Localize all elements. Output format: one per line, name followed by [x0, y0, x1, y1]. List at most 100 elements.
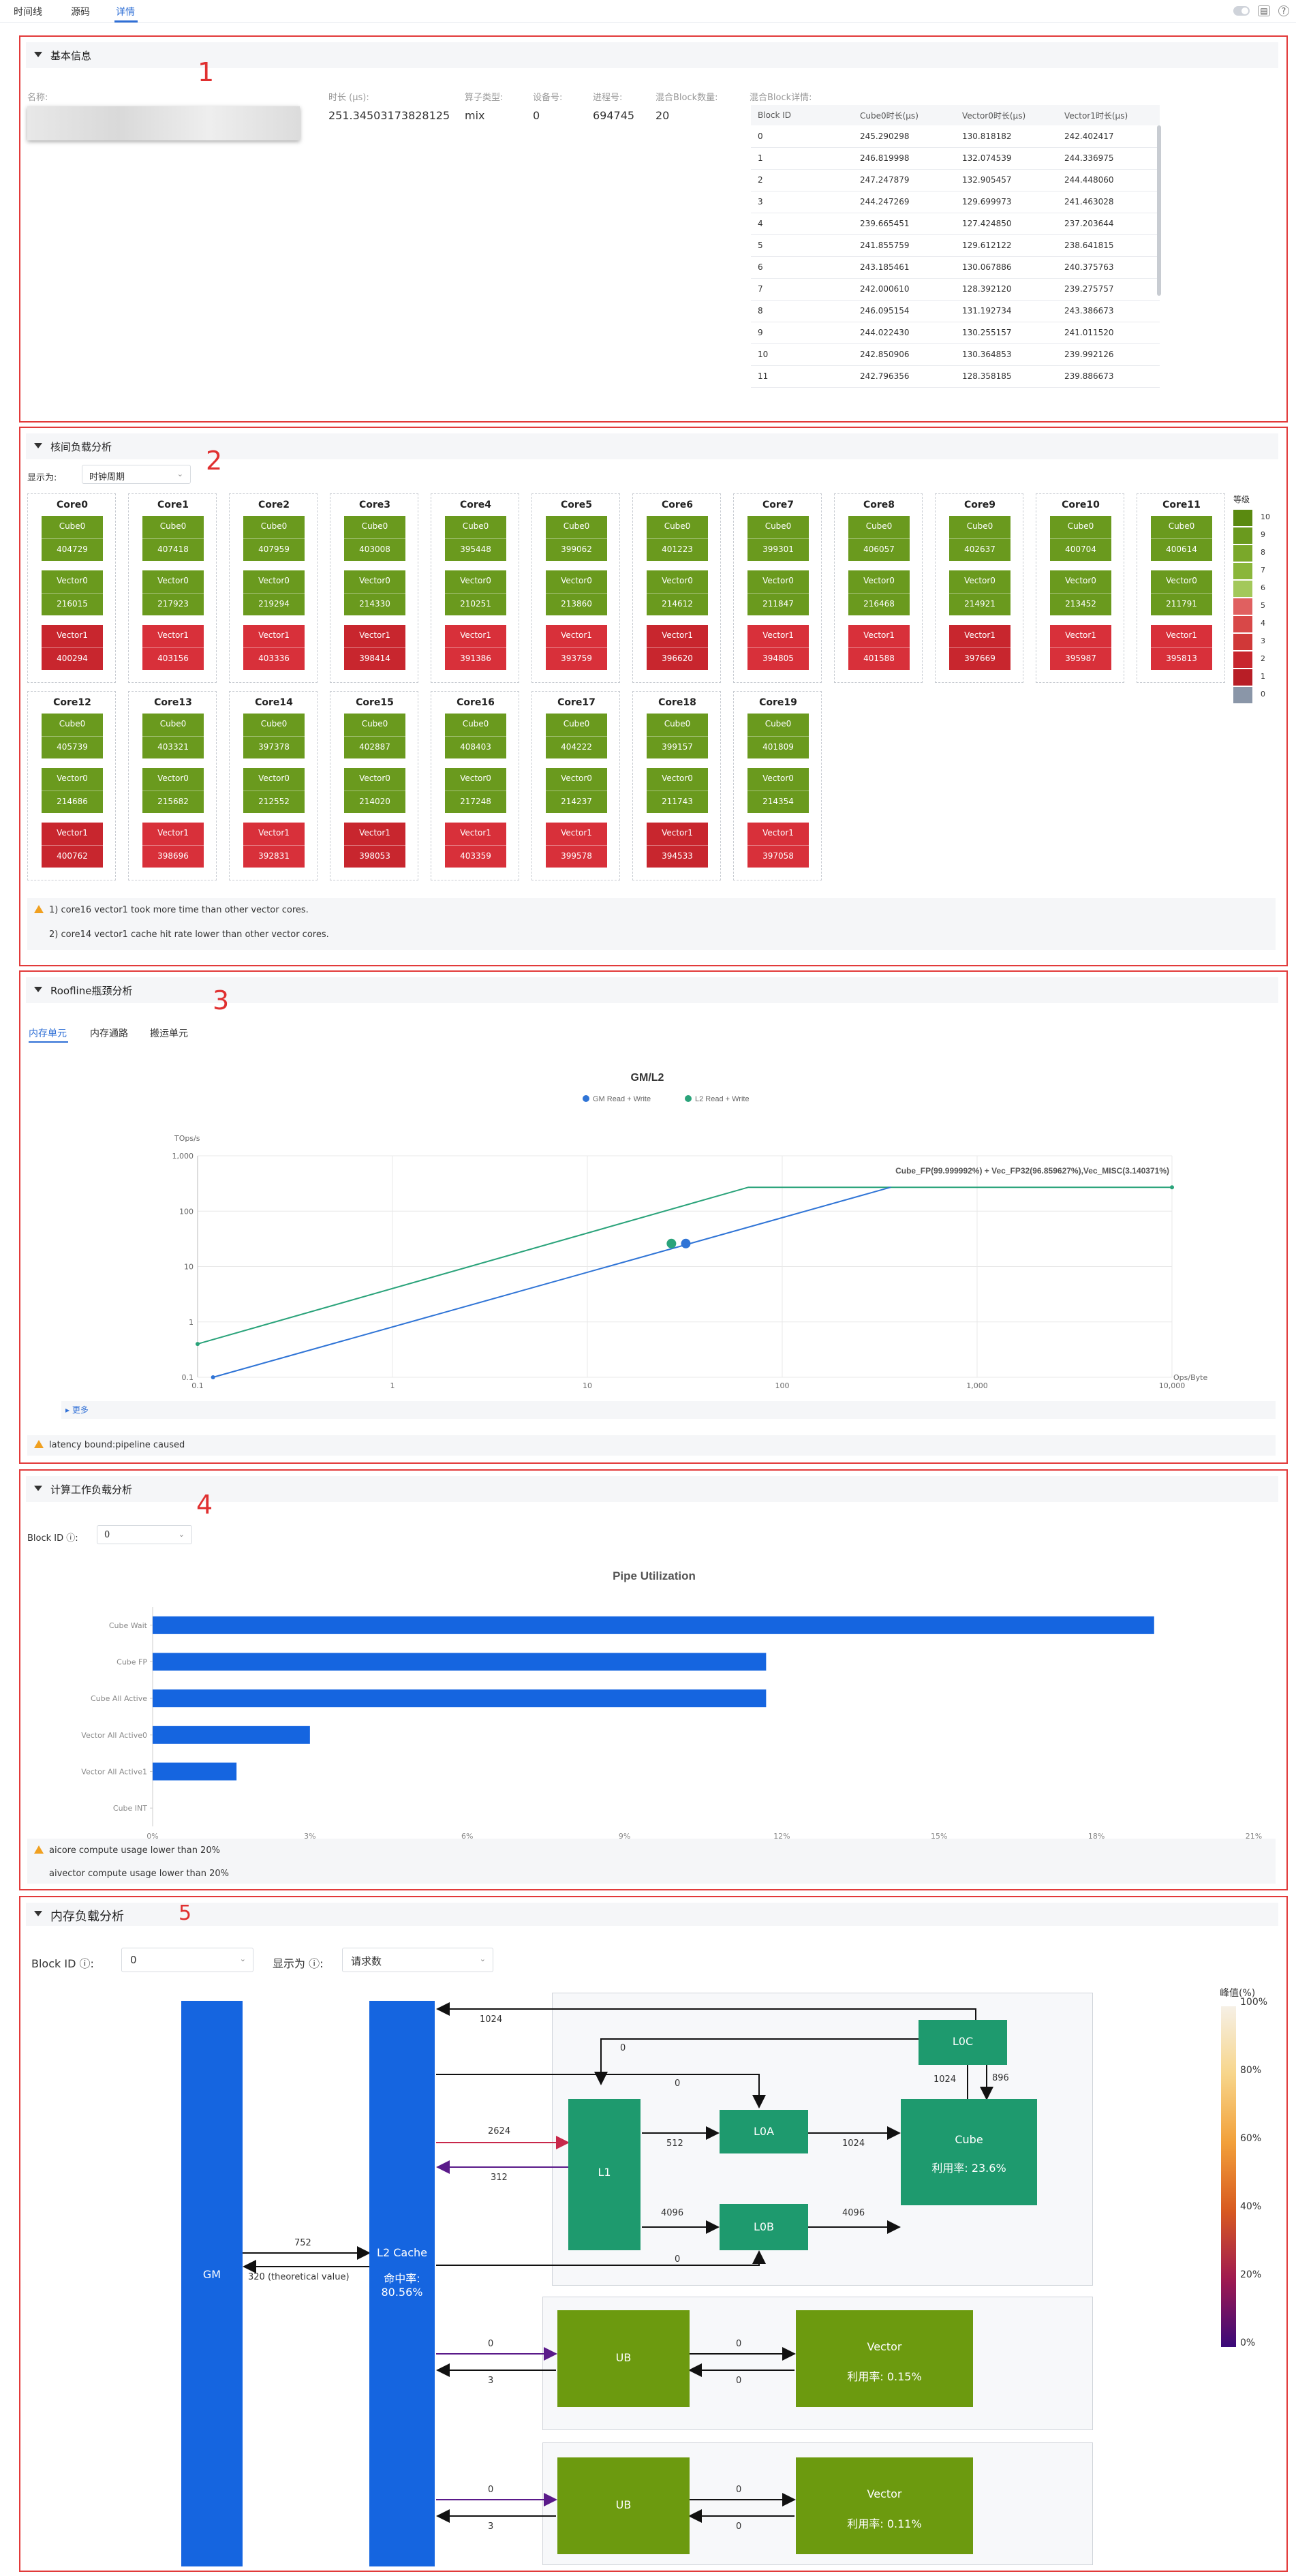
vector0-cell[interactable]: Vector0 212552 — [243, 768, 305, 813]
vector1-cell[interactable]: Vector1 397058 — [747, 823, 809, 868]
vector1-cell[interactable]: Vector1 395987 — [1050, 625, 1111, 670]
table-row[interactable]: 2 247.247879 132.905457 244.448060 — [751, 169, 1160, 191]
cube-cell[interactable]: Cube0 402887 — [344, 714, 405, 758]
table-row[interactable]: 6 243.185461 130.067886 240.375763 — [751, 256, 1160, 279]
vector0-cell[interactable]: Vector0 217248 — [445, 768, 506, 813]
display-as-select[interactable]: 请求数 ⌄ — [342, 1948, 493, 1972]
vector0-cell[interactable]: Vector0 214237 — [546, 768, 607, 813]
ub-node-1[interactable]: UB — [557, 2310, 690, 2407]
vector1-cell[interactable]: Vector1 398053 — [344, 823, 405, 868]
block-id-select[interactable]: 0 ⌄ — [121, 1948, 253, 1972]
cube-cell[interactable]: Cube0 401223 — [647, 516, 708, 561]
vector1-cell[interactable]: Vector1 395813 — [1151, 625, 1212, 670]
table-row[interactable]: 10 242.850906 130.364853 239.992126 — [751, 343, 1160, 366]
section-header[interactable]: 内存负载分析 — [26, 1903, 1278, 1926]
cube-cell[interactable]: Cube0 399157 — [647, 714, 708, 758]
vector1-cell[interactable]: Vector1 399578 — [546, 823, 607, 868]
cube-cell[interactable]: Cube0 405739 — [42, 714, 103, 758]
block-id-select[interactable]: 0 ⌄ — [97, 1525, 192, 1544]
more-link[interactable]: ▸ 更多 — [65, 1405, 89, 1415]
vector1-cell[interactable]: Vector1 394805 — [747, 625, 809, 670]
vector0-cell[interactable]: Vector0 215682 — [142, 768, 204, 813]
cube-cell[interactable]: Cube0 399301 — [747, 516, 809, 561]
tab-source[interactable]: 源码 — [71, 7, 90, 18]
table-scrollbar[interactable] — [1157, 125, 1161, 296]
table-row[interactable]: 0 245.290298 130.818182 242.402417 — [751, 125, 1160, 148]
table-row[interactable]: 5 241.855759 129.612122 238.641815 — [751, 234, 1160, 257]
cube-cell[interactable]: Cube0 404222 — [546, 714, 607, 758]
help-icon[interactable]: ? — [1278, 5, 1289, 16]
vector0-cell[interactable]: Vector0 216468 — [848, 570, 910, 615]
l2-cache-node[interactable]: L2 Cache 命中率: 80.56% — [369, 2001, 435, 2566]
section-header[interactable]: 基本信息 — [26, 42, 1278, 68]
column-header[interactable]: Cube0时长(μs) — [853, 105, 955, 125]
table-row[interactable]: 11 242.796356 128.358185 239.886673 — [751, 365, 1160, 388]
vector0-cell[interactable]: Vector0 210251 — [445, 570, 506, 615]
l0b-node[interactable]: L0B — [720, 2204, 808, 2250]
table-row[interactable]: 4 239.665451 127.424850 237.203644 — [751, 213, 1160, 235]
vector1-cell[interactable]: Vector1 400762 — [42, 823, 103, 868]
theme-toggle[interactable] — [1233, 6, 1250, 16]
subtab-memory-unit[interactable]: 内存单元 — [29, 1028, 67, 1039]
vector1-cell[interactable]: Vector1 398414 — [344, 625, 405, 670]
column-header[interactable]: Block ID — [751, 105, 853, 125]
cube-cell[interactable]: Cube0 407418 — [142, 516, 204, 561]
table-row[interactable]: 9 244.022430 130.255157 241.011520 — [751, 322, 1160, 344]
cube-node[interactable]: Cube 利用率: 23.6% — [901, 2099, 1037, 2205]
table-row[interactable]: 3 244.247269 129.699973 241.463028 — [751, 191, 1160, 213]
vector1-cell[interactable]: Vector1 392831 — [243, 823, 305, 868]
vector1-cell[interactable]: Vector1 397669 — [949, 625, 1010, 670]
vector0-cell[interactable]: Vector0 214921 — [949, 570, 1010, 615]
cube-cell[interactable]: Cube0 397378 — [243, 714, 305, 758]
section-header[interactable]: Roofline瓶颈分析 — [26, 977, 1278, 1003]
vector0-cell[interactable]: Vector0 213452 — [1050, 570, 1111, 615]
vector0-cell[interactable]: Vector0 214330 — [344, 570, 405, 615]
vector0-cell[interactable]: Vector0 219294 — [243, 570, 305, 615]
l1-node[interactable]: L1 — [568, 2099, 641, 2250]
cube-cell[interactable]: Cube0 403008 — [344, 516, 405, 561]
more-bar[interactable]: ▸ 更多 — [61, 1401, 1276, 1419]
vector0-cell[interactable]: Vector0 211791 — [1151, 570, 1212, 615]
vector0-cell[interactable]: Vector0 211847 — [747, 570, 809, 615]
vector1-cell[interactable]: Vector1 396620 — [647, 625, 708, 670]
vector1-cell[interactable]: Vector1 393759 — [546, 625, 607, 670]
cube-cell[interactable]: Cube0 395448 — [445, 516, 506, 561]
table-row[interactable]: 1 246.819998 132.074539 244.336975 — [751, 147, 1160, 170]
cube-cell[interactable]: Cube0 404729 — [42, 516, 103, 561]
vector1-cell[interactable]: Vector1 403336 — [243, 625, 305, 670]
panel-icon[interactable]: ▤ — [1258, 5, 1270, 16]
tab-details[interactable]: 详情 — [116, 7, 135, 18]
section-header[interactable]: 计算工作负载分析 — [26, 1476, 1278, 1502]
vector1-cell[interactable]: Vector1 394533 — [647, 823, 708, 868]
vector-node-1[interactable]: Vector 利用率: 0.15% — [796, 2310, 973, 2407]
vector0-cell[interactable]: Vector0 216015 — [42, 570, 103, 615]
vector0-cell[interactable]: Vector0 211743 — [647, 768, 708, 813]
section-header[interactable]: 核间负载分析 — [26, 433, 1278, 459]
vector-node-2[interactable]: Vector 利用率: 0.11% — [796, 2457, 973, 2554]
cube-cell[interactable]: Cube0 403321 — [142, 714, 204, 758]
tab-timeline[interactable]: 时间线 — [14, 7, 42, 18]
cube-cell[interactable]: Cube0 400614 — [1151, 516, 1212, 561]
cube-cell[interactable]: Cube0 400704 — [1050, 516, 1111, 561]
vector0-cell[interactable]: Vector0 217923 — [142, 570, 204, 615]
gm-node[interactable]: GM — [181, 2001, 243, 2566]
vector1-cell[interactable]: Vector1 403359 — [445, 823, 506, 868]
vector0-cell[interactable]: Vector0 214686 — [42, 768, 103, 813]
cube-cell[interactable]: Cube0 408403 — [445, 714, 506, 758]
cube-cell[interactable]: Cube0 401809 — [747, 714, 809, 758]
ub-node-2[interactable]: UB — [557, 2457, 690, 2554]
vector0-cell[interactable]: Vector0 213860 — [546, 570, 607, 615]
table-row[interactable]: 7 242.000610 128.392120 239.275757 — [751, 278, 1160, 301]
vector1-cell[interactable]: Vector1 403156 — [142, 625, 204, 670]
subtab-transfer-unit[interactable]: 搬运单元 — [150, 1028, 188, 1039]
column-header[interactable]: Vector0时长(μs) — [955, 105, 1058, 125]
column-header[interactable]: Vector1时长(μs) — [1058, 105, 1160, 125]
display-as-select[interactable]: 时钟周期 ⌄ — [82, 465, 191, 484]
vector1-cell[interactable]: Vector1 398696 — [142, 823, 204, 868]
cube-cell[interactable]: Cube0 402637 — [949, 516, 1010, 561]
vector1-cell[interactable]: Vector1 400294 — [42, 625, 103, 670]
cube-cell[interactable]: Cube0 399062 — [546, 516, 607, 561]
l0c-node[interactable]: L0C — [919, 2020, 1007, 2065]
cube-cell[interactable]: Cube0 407959 — [243, 516, 305, 561]
vector0-cell[interactable]: Vector0 214020 — [344, 768, 405, 813]
